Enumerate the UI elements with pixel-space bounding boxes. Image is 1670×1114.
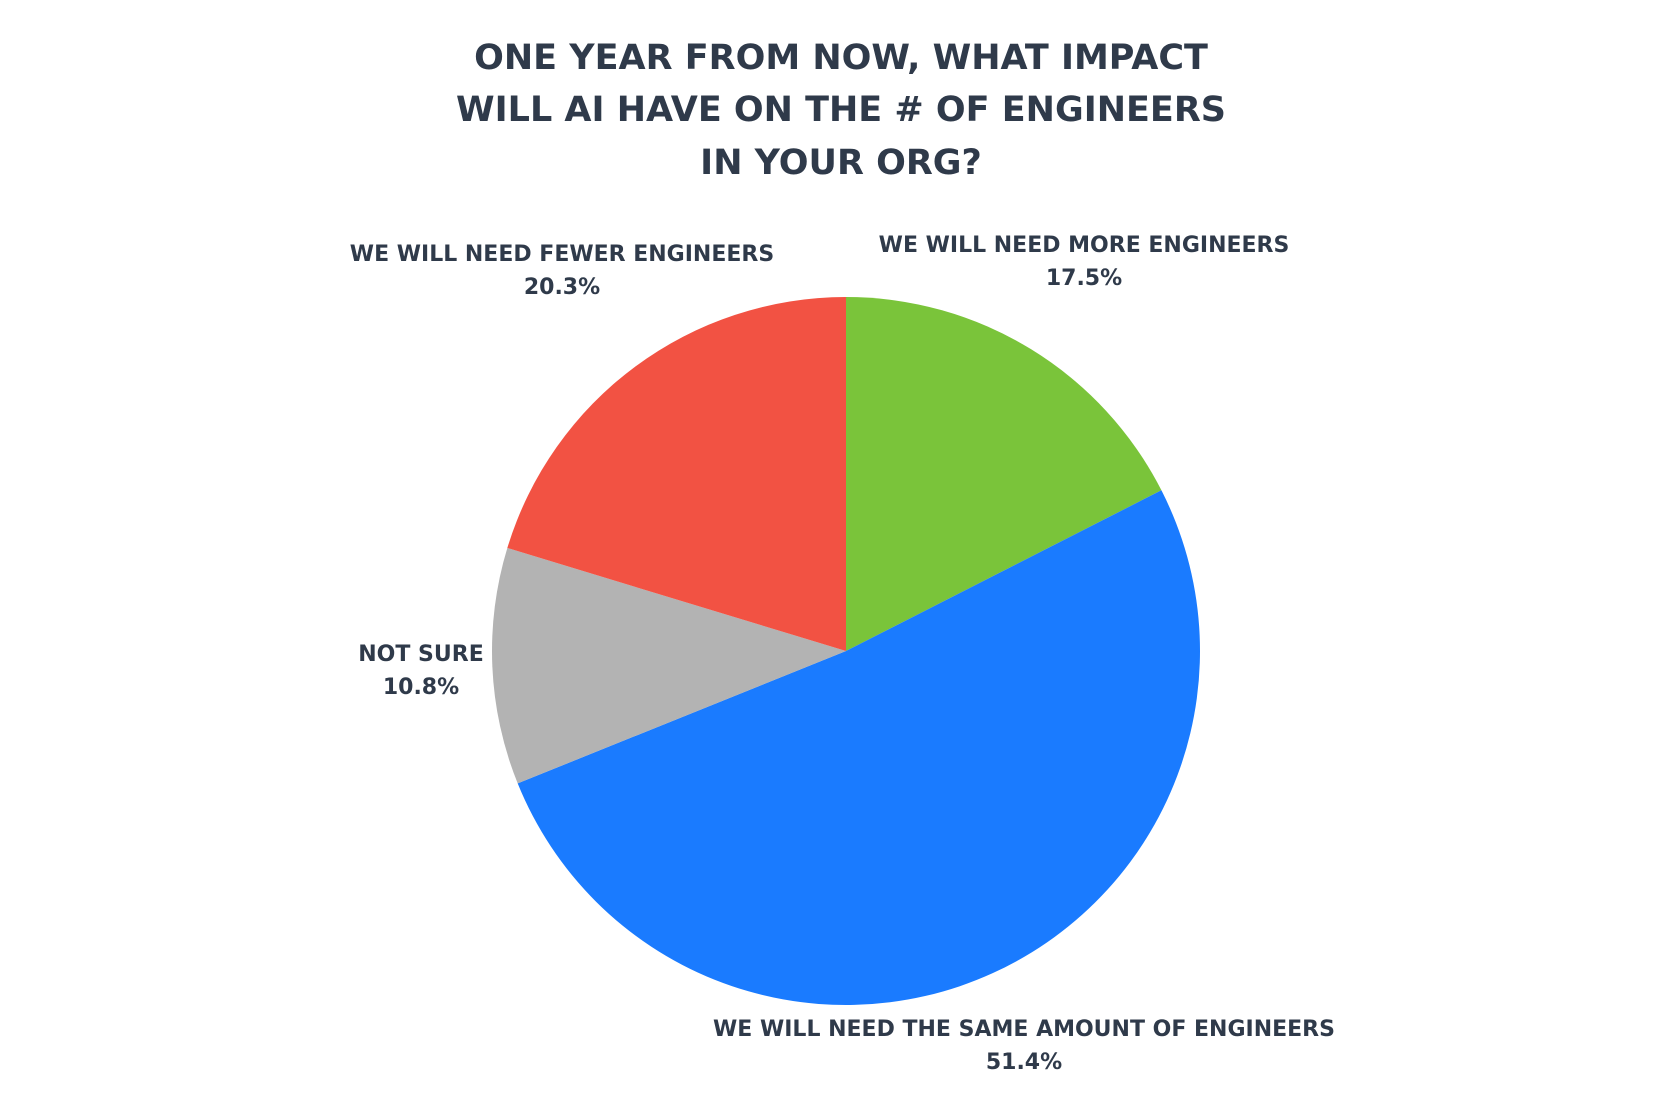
chart-title: IN YOUR ORG?: [700, 143, 982, 183]
pie-slice: [846, 297, 1162, 651]
slice-label: NOT SURE: [358, 642, 483, 667]
slice-label: WE WILL NEED MORE ENGINEERS: [879, 233, 1290, 258]
value-label: 20.3%: [524, 275, 600, 300]
pie-slice: [507, 297, 846, 651]
value-label: 51.4%: [986, 1050, 1062, 1075]
slice-label: WE WILL NEED FEWER ENGINEERS: [350, 242, 774, 267]
chart-title: ONE YEAR FROM NOW, WHAT IMPACT: [474, 38, 1208, 78]
value-label: 17.5%: [1046, 266, 1122, 291]
pie-slice: [492, 547, 846, 784]
slice-label: WE WILL NEED THE SAME AMOUNT OF ENGINEER…: [713, 1017, 1335, 1042]
chart-title: WILL AI HAVE ON THE # OF ENGINEERS: [456, 90, 1226, 130]
value-label: 10.8%: [383, 675, 459, 700]
pie-slice: [517, 490, 1201, 1006]
